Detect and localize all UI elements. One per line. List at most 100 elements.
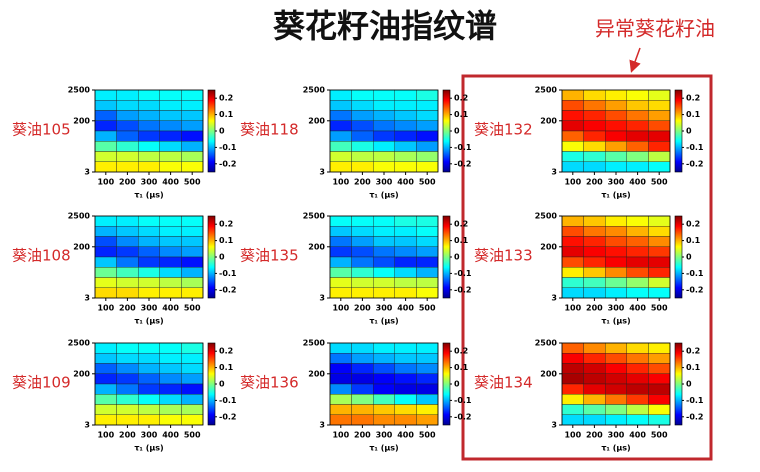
cell <box>94 404 117 415</box>
cell <box>605 130 628 142</box>
x-tick-label: 100 <box>332 304 349 313</box>
cell <box>159 100 182 111</box>
colorbar <box>207 215 216 299</box>
cell <box>181 141 204 152</box>
cell <box>351 236 374 247</box>
cell <box>351 130 374 142</box>
cell <box>373 130 396 142</box>
cell <box>605 394 628 405</box>
cell <box>626 226 649 237</box>
cell <box>181 414 204 426</box>
cell <box>416 246 439 258</box>
colorbar-tick-label: -0.1 <box>219 143 237 152</box>
cell <box>159 130 182 142</box>
cell <box>137 151 160 162</box>
cell <box>181 267 204 278</box>
cell <box>394 342 417 354</box>
cell <box>373 89 396 101</box>
cell <box>605 404 628 415</box>
x-tick-label: 500 <box>184 304 201 313</box>
cell <box>561 236 584 247</box>
cell <box>181 246 204 258</box>
cell <box>648 236 671 247</box>
cell <box>373 226 396 237</box>
cell <box>373 383 396 395</box>
x-tick-label: 200 <box>119 304 136 313</box>
cell <box>626 110 649 121</box>
cell <box>329 151 352 162</box>
cell <box>648 215 671 227</box>
x-tick-label: 400 <box>162 304 179 313</box>
cell <box>159 120 182 132</box>
cell <box>159 89 182 101</box>
cell <box>626 130 649 142</box>
cell <box>137 342 160 354</box>
colorbar-tick-label: 0.1 <box>219 110 234 119</box>
cell <box>561 404 584 415</box>
x-axis-label: τ₁ (μs) <box>601 191 630 200</box>
x-axis-label: τ₁ (μs) <box>369 317 398 326</box>
cell <box>137 130 160 142</box>
colorbar-tick-label: 0 <box>454 380 460 389</box>
cell <box>605 110 628 121</box>
cell <box>159 236 182 247</box>
cell <box>648 130 671 142</box>
x-tick-label: 300 <box>608 431 625 440</box>
y-tick-label: 200 <box>73 116 90 125</box>
cell <box>181 363 204 374</box>
cell <box>648 120 671 132</box>
cell <box>373 215 396 227</box>
cell <box>626 383 649 395</box>
cell <box>626 353 649 364</box>
cell <box>394 414 417 426</box>
cell <box>137 120 160 132</box>
cell <box>351 373 374 385</box>
cell <box>583 394 606 405</box>
cell <box>181 226 204 237</box>
colorbar-tick-label: 0 <box>219 127 225 136</box>
cell <box>351 353 374 364</box>
y-tick-label: 2500 <box>68 86 91 95</box>
cell <box>159 161 182 173</box>
cell <box>605 226 628 237</box>
cell <box>626 267 649 278</box>
colorbar-tick-label: -0.1 <box>454 396 472 405</box>
y-tick-label: 3 <box>551 294 557 303</box>
cell <box>583 89 606 101</box>
cell <box>394 256 417 268</box>
colorbar-tick-label: 0.1 <box>454 363 469 372</box>
colorbar-tick-label: 0.1 <box>454 110 469 119</box>
cell <box>605 246 628 258</box>
colorbar-tick-label: 0.1 <box>219 363 234 372</box>
x-tick-label: 500 <box>651 304 668 313</box>
colorbar-tick-label: 0.1 <box>454 236 469 245</box>
cell <box>626 394 649 405</box>
cell <box>137 110 160 121</box>
cell <box>181 120 204 132</box>
cell <box>159 110 182 121</box>
cell <box>159 363 182 374</box>
cell <box>181 287 204 299</box>
cell <box>94 110 117 121</box>
cell <box>181 256 204 268</box>
cell <box>351 287 374 299</box>
colorbar-tick-label: -0.2 <box>219 412 237 421</box>
cell <box>394 236 417 247</box>
x-tick-label: 300 <box>376 431 393 440</box>
arrow <box>629 47 641 73</box>
cell <box>329 161 352 173</box>
cell <box>159 256 182 268</box>
cell <box>648 353 671 364</box>
cell <box>329 141 352 152</box>
cell <box>116 246 139 258</box>
cell <box>351 342 374 354</box>
cell <box>416 215 439 227</box>
colorbar-tick-label: -0.2 <box>454 159 472 168</box>
cell <box>626 277 649 288</box>
cell <box>416 287 439 299</box>
cell <box>626 89 649 101</box>
cell <box>626 363 649 374</box>
cell <box>561 256 584 268</box>
x-tick-label: 400 <box>397 178 414 187</box>
colorbar-tick-label: 0.1 <box>686 363 701 372</box>
